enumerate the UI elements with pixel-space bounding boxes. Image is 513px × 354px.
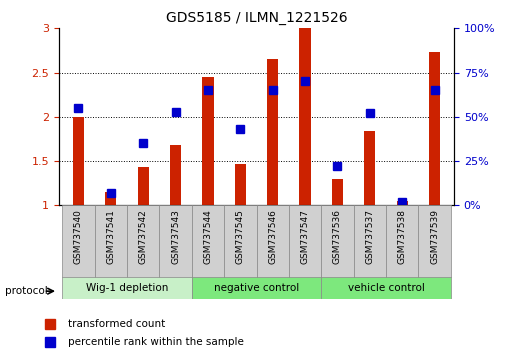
- Text: GSM737545: GSM737545: [236, 209, 245, 264]
- Text: GSM737536: GSM737536: [333, 209, 342, 264]
- Bar: [332, 179, 343, 205]
- Text: GSM737546: GSM737546: [268, 209, 277, 264]
- Bar: [429, 52, 440, 205]
- Text: GSM737539: GSM737539: [430, 209, 439, 264]
- Bar: [353, 205, 386, 278]
- Bar: [300, 28, 311, 205]
- Bar: [397, 201, 408, 205]
- Bar: [73, 117, 84, 205]
- Text: transformed count: transformed count: [68, 319, 165, 329]
- Text: GSM737541: GSM737541: [106, 209, 115, 264]
- Bar: [386, 205, 419, 278]
- Bar: [321, 277, 451, 299]
- Bar: [321, 205, 353, 278]
- Text: GSM737537: GSM737537: [365, 209, 374, 264]
- Text: Wig-1 depletion: Wig-1 depletion: [86, 283, 168, 293]
- Text: GSM737547: GSM737547: [301, 209, 309, 264]
- Bar: [94, 205, 127, 278]
- Bar: [127, 205, 160, 278]
- Text: GSM737538: GSM737538: [398, 209, 407, 264]
- Bar: [419, 205, 451, 278]
- Text: protocol: protocol: [5, 286, 48, 296]
- Text: GSM737544: GSM737544: [204, 209, 212, 264]
- Text: GSM737540: GSM737540: [74, 209, 83, 264]
- Bar: [256, 205, 289, 278]
- Bar: [234, 164, 246, 205]
- Bar: [160, 205, 192, 278]
- Bar: [137, 167, 149, 205]
- Bar: [62, 277, 192, 299]
- Bar: [170, 145, 181, 205]
- Bar: [267, 59, 279, 205]
- Text: GDS5185 / ILMN_1221526: GDS5185 / ILMN_1221526: [166, 11, 347, 25]
- Text: GSM737542: GSM737542: [139, 209, 148, 264]
- Bar: [289, 205, 321, 278]
- Bar: [192, 205, 224, 278]
- Text: negative control: negative control: [214, 283, 299, 293]
- Text: vehicle control: vehicle control: [348, 283, 424, 293]
- Text: percentile rank within the sample: percentile rank within the sample: [68, 337, 244, 347]
- Bar: [105, 192, 116, 205]
- Text: GSM737543: GSM737543: [171, 209, 180, 264]
- Bar: [192, 277, 321, 299]
- Bar: [364, 131, 376, 205]
- Bar: [224, 205, 256, 278]
- Bar: [62, 205, 94, 278]
- Bar: [202, 77, 213, 205]
